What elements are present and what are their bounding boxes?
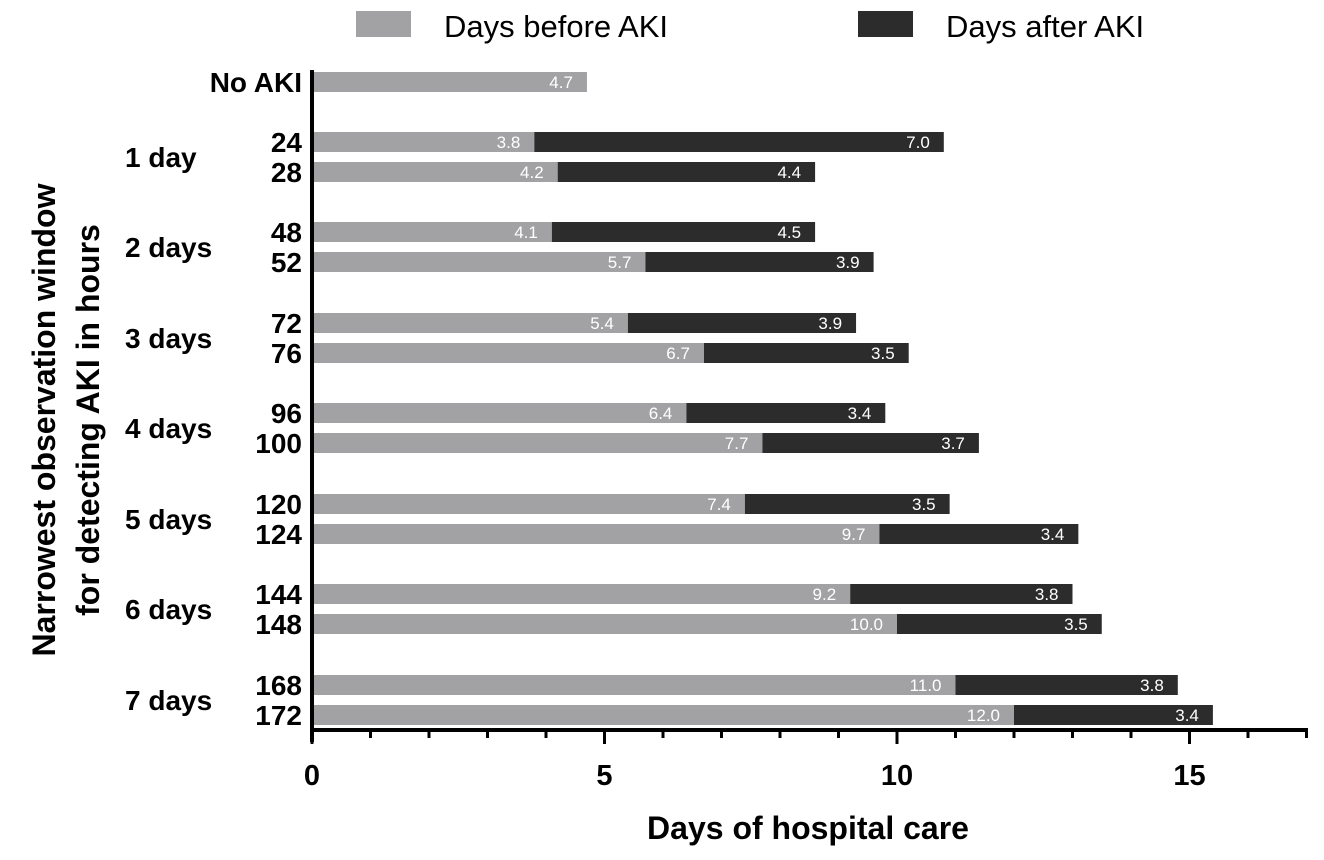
bar-label-before-1-day-24: 3.8 <box>497 133 521 152</box>
bar-label-after-2-days-48: 4.5 <box>777 223 801 242</box>
bar-before-6-days-148 <box>312 614 897 634</box>
bar-label-after-6-days-148: 3.5 <box>1064 615 1088 634</box>
row-label-124: 124 <box>255 519 302 550</box>
bar-after-4-days-100 <box>762 433 979 453</box>
bar-label-after-6-days-144: 3.8 <box>1035 585 1059 604</box>
row-label-28: 28 <box>271 157 302 188</box>
bar-label-after-7-days-168: 3.8 <box>1140 676 1164 695</box>
row-label-76: 76 <box>271 338 302 369</box>
bar-before-5-days-124 <box>312 524 880 544</box>
bar-before-1-day-28 <box>312 162 558 182</box>
bar-before-7-days-168 <box>312 675 956 695</box>
bar-after-5-days-120 <box>744 494 950 514</box>
bar-label-after-1-day-24: 7.0 <box>906 133 930 152</box>
axes: 0 5 10 15 <box>304 70 1308 792</box>
bar-after-3-days-76 <box>703 343 909 363</box>
bar-label-after-7-days-172: 3.4 <box>1175 706 1199 725</box>
bar-before-7-days-172 <box>312 705 1014 725</box>
bar-label-before-3-days-72: 5.4 <box>590 314 614 333</box>
x-tick-label-10: 10 <box>881 760 913 792</box>
bar-after-6-days-148 <box>897 614 1102 634</box>
row-label-52: 52 <box>271 247 302 278</box>
bar-after-2-days-48 <box>551 222 816 242</box>
legend-swatch-days-after-aki <box>858 11 913 37</box>
y-axis-title-line-2: for detecting AKI in hours <box>70 224 106 616</box>
group-label-7-days: 7 days <box>125 685 212 716</box>
bar-label-before-5-days-120: 7.4 <box>707 495 731 514</box>
group-label-1-day: 1 day <box>125 142 197 173</box>
bar-before-4-days-96 <box>312 403 687 423</box>
row-label-100: 100 <box>255 428 302 459</box>
bar-label-after-5-days-124: 3.4 <box>1041 525 1065 544</box>
chart-legend: Days before AKI Days after AKI <box>356 9 1144 44</box>
bar-label-before-7-days-168: 11.0 <box>910 676 942 695</box>
bar-label-after-4-days-100: 3.7 <box>941 434 965 453</box>
bar-after-3-days-72 <box>627 313 857 333</box>
bar-label-before-7-days-172: 12.0 <box>967 706 1000 725</box>
bar-label-after-2-days-52: 3.9 <box>836 253 860 272</box>
bar-before-3-days-72 <box>312 313 628 333</box>
legend-label-days-after-aki: Days after AKI <box>946 9 1144 44</box>
bar-marks: 4.7 3.8 7.0 4.2 4.4 4.1 4.5 5.7 3.9 5.4 3.9 6.7 3.5 6… <box>312 72 1213 725</box>
bar-label-before-4-days-96: 6.4 <box>649 404 673 423</box>
row-label-148: 148 <box>255 609 302 640</box>
bar-label-before-2-days-52: 5.7 <box>608 253 632 272</box>
bar-label-after-3-days-72: 3.9 <box>818 314 842 333</box>
group-label-2-days: 2 days <box>125 232 212 263</box>
row-label-144: 144 <box>255 579 302 610</box>
row-label-48: 48 <box>271 217 302 248</box>
bar-after-1-day-24 <box>534 132 944 152</box>
bar-after-5-days-124 <box>879 524 1079 544</box>
x-axis-title: Days of hospital care <box>647 810 969 846</box>
legend-swatch-days-before-aki <box>356 11 411 37</box>
bar-after-4-days-96 <box>686 403 886 423</box>
bar-before-3-days-76 <box>312 343 704 363</box>
bar-label-before-5-days-124: 9.7 <box>842 525 866 544</box>
row-label-168: 168 <box>255 670 302 701</box>
x-tick-label-5: 5 <box>596 760 612 792</box>
bar-label-before-3-days-76: 6.7 <box>666 344 690 363</box>
bar-label-after-4-days-96: 3.4 <box>848 404 872 423</box>
bar-before-4-days-100 <box>312 433 763 453</box>
bar-before-1-day-24 <box>312 132 535 152</box>
bar-label-before-1-day-28: 4.2 <box>520 163 544 182</box>
bar-after-1-day-28 <box>557 162 816 182</box>
bar-label-before-2-days-48: 4.1 <box>514 223 538 242</box>
bar-after-6-days-144 <box>850 584 1073 604</box>
row-label-172: 172 <box>255 700 302 731</box>
group-label-5-days: 5 days <box>125 504 212 535</box>
bar-label-after-5-days-120: 3.5 <box>912 495 936 514</box>
bar-before-2-days-48 <box>312 222 552 242</box>
bar-label-before-6-days-148: 10.0 <box>850 615 883 634</box>
bar-after-7-days-172 <box>1014 705 1213 725</box>
group-label-6-days: 6 days <box>125 594 212 625</box>
row-label-72: 72 <box>271 308 302 339</box>
y-axis-title-line-1: Narrowest observation window <box>26 183 62 656</box>
bar-before-no-aki <box>312 72 587 92</box>
y-axis-title: Narrowest observation window for detecti… <box>26 183 106 656</box>
bar-label-after-1-day-28: 4.4 <box>777 163 801 182</box>
bar-label-before-4-days-100: 7.7 <box>725 434 749 453</box>
bar-label-before-6-days-144: 9.2 <box>813 585 837 604</box>
bar-label-after-3-days-76: 3.5 <box>871 344 895 363</box>
bar-label-before-no-aki: 4.7 <box>549 73 573 92</box>
bar-before-6-days-144 <box>312 584 851 604</box>
group-label-3-days: 3 days <box>125 323 212 354</box>
bar-before-2-days-52 <box>312 252 646 272</box>
bar-after-2-days-52 <box>645 252 874 272</box>
row-label-120: 120 <box>255 489 302 520</box>
row-label-96: 96 <box>271 398 302 429</box>
group-label-4-days: 4 days <box>125 413 212 444</box>
legend-label-days-before-aki: Days before AKI <box>444 9 668 44</box>
bar-before-5-days-120 <box>312 494 745 514</box>
row-label-24: 24 <box>271 127 303 158</box>
x-tick-label-0: 0 <box>304 760 320 792</box>
group-label-no-aki: No AKI <box>210 67 302 98</box>
bar-after-7-days-168 <box>955 675 1178 695</box>
x-tick-label-15: 15 <box>1173 760 1205 792</box>
